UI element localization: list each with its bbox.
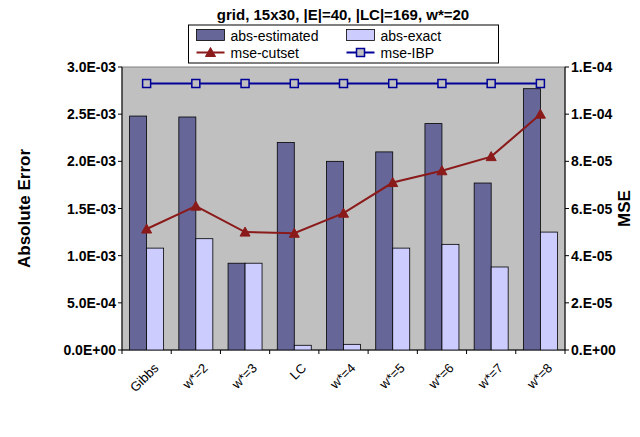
y-tick: [118, 255, 122, 256]
x-tick: [269, 350, 270, 354]
x-tick: [220, 350, 221, 354]
x-tick: [515, 350, 516, 354]
x-tick: [565, 350, 566, 354]
y-tick-label: 2.0E-03: [67, 153, 116, 169]
x-tick-label: w*=6: [425, 360, 457, 392]
x-tick-label: LC: [287, 360, 309, 382]
y-axis-title: Absolute Error: [15, 149, 34, 268]
bar: [228, 263, 245, 350]
marker: [437, 166, 447, 175]
title: grid, 15x30, |E|=40, |LC|=169, w*=20: [217, 6, 469, 23]
legend-swatch: [197, 30, 225, 41]
marker: [339, 208, 349, 217]
bar: [196, 239, 213, 350]
y-tick-label: 5.0E-04: [67, 295, 116, 311]
legend-label: abs-exact: [381, 28, 442, 44]
bar: [474, 183, 491, 350]
y2-tick-label: 1.E-04: [571, 106, 612, 122]
y-tick-label: 1.0E-03: [67, 248, 116, 264]
marker: [340, 80, 348, 88]
x-tick-label: w*=7: [474, 360, 506, 392]
y-tick: [118, 350, 122, 351]
x-tick-label: w*=2: [179, 360, 211, 392]
bar: [294, 345, 311, 350]
y2-axis-title: MSE: [615, 190, 634, 227]
x-tick-label: w*=3: [228, 360, 260, 392]
legend-marker: [357, 49, 365, 57]
x-tick: [368, 350, 369, 354]
legend-marker: [206, 48, 216, 57]
marker: [486, 152, 496, 161]
marker: [536, 80, 544, 88]
x-tick-label: w*=5: [376, 360, 408, 392]
x-tick: [318, 350, 319, 354]
y-tick-label: 3.0E-03: [67, 59, 116, 75]
chart: grid, 15x30, |E|=40, |LC|=169, w*=20 0.0E…: [0, 0, 640, 437]
marker: [290, 80, 298, 88]
x-tick: [122, 350, 123, 354]
legend-swatch: [347, 30, 375, 41]
legend-label: mse-IBP: [381, 45, 435, 61]
y2-tick: [565, 350, 569, 351]
y2-tick: [565, 302, 569, 303]
x-tick-label: Gibbs: [127, 360, 162, 395]
marker: [192, 80, 200, 88]
plot-area: [122, 67, 565, 350]
y-tick: [118, 302, 122, 303]
y-tick: [118, 161, 122, 162]
bar: [147, 248, 164, 350]
y2-tick-label: 1.E-04: [571, 59, 612, 75]
y2-tick-label: 2.E-05: [571, 295, 612, 311]
y2-tick-label: 4.E-05: [571, 248, 612, 264]
x-tick: [171, 350, 172, 354]
x-tick: [466, 350, 467, 354]
legend-label: mse-cutset: [231, 45, 300, 61]
bar: [245, 263, 262, 350]
legend-label: abs-estimated: [231, 28, 319, 44]
bar: [491, 267, 508, 350]
bar: [393, 248, 410, 350]
y-tick: [118, 67, 122, 68]
marker: [289, 228, 299, 237]
x-tick-label: w*=8: [523, 360, 555, 392]
bar: [179, 117, 196, 350]
bar: [540, 232, 557, 350]
y2-tick: [565, 208, 569, 209]
legend: [189, 25, 499, 63]
marker: [191, 201, 201, 210]
y-tick-label: 1.5E-03: [67, 201, 116, 217]
bar: [442, 244, 459, 350]
y2-tick: [565, 161, 569, 162]
x-tick-label: w*=4: [326, 360, 358, 392]
y2-tick: [565, 67, 569, 68]
y2-tick-label: 8.E-05: [571, 153, 612, 169]
y-tick: [118, 114, 122, 115]
x-tick: [417, 350, 418, 354]
bar: [277, 142, 294, 350]
marker: [389, 80, 397, 88]
marker: [142, 224, 152, 233]
bar: [344, 344, 361, 350]
marker: [143, 80, 151, 88]
y-tick-label: 2.5E-03: [67, 106, 116, 122]
marker: [388, 178, 398, 187]
marker: [438, 80, 446, 88]
bar: [425, 124, 442, 350]
marks: [130, 80, 558, 350]
marker: [535, 109, 545, 118]
line: [147, 114, 541, 233]
bar: [327, 161, 344, 350]
y2-tick-label: 0.E+00: [571, 342, 616, 358]
y-tick: [118, 208, 122, 209]
y2-tick: [565, 255, 569, 256]
marker: [240, 227, 250, 236]
marker: [487, 80, 495, 88]
y2-tick: [565, 114, 569, 115]
y2-tick-label: 6.E-05: [571, 201, 612, 217]
marker: [241, 80, 249, 88]
y-tick-label: 0.0E+00: [63, 342, 116, 358]
